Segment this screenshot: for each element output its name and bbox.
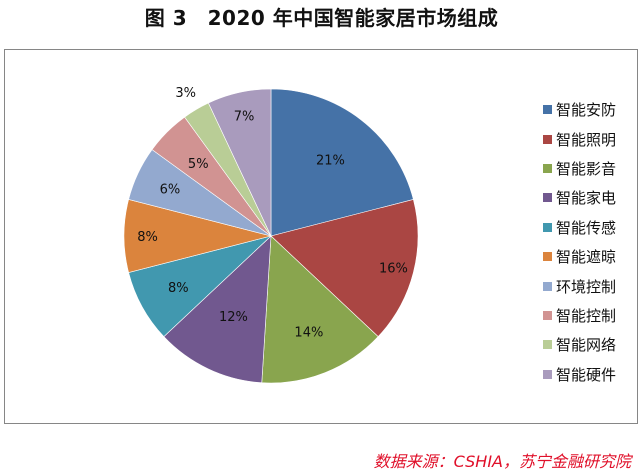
legend-label: 智能传感 (556, 218, 617, 237)
legend-swatch (543, 252, 552, 262)
legend-swatch (543, 163, 552, 173)
legend-swatch (543, 340, 552, 350)
legend-swatch (543, 193, 552, 203)
legend-label: 智能照明 (556, 130, 617, 149)
slice-label: 21% (316, 153, 345, 168)
legend-item: 环境控制 (543, 271, 616, 300)
legend-label: 智能安防 (556, 101, 617, 120)
legend: 智能安防 智能照明 智能影音 智能家电 智能传感 智能遮晾 环境控制 智能控制 … (543, 95, 616, 389)
legend-item: 智能照明 (543, 124, 616, 153)
legend-label: 环境控制 (556, 277, 617, 296)
slice-label: 8% (137, 230, 158, 245)
legend-item: 智能家电 (543, 183, 616, 212)
pie-slice (261, 235, 379, 384)
pie-slice (270, 199, 419, 338)
legend-item: 智能硬件 (543, 360, 616, 389)
legend-item: 智能网络 (543, 330, 616, 359)
pie-slice (163, 235, 272, 384)
legend-swatch (543, 369, 552, 379)
slice-label: 14% (294, 326, 323, 341)
legend-item: 智能遮晾 (543, 242, 616, 271)
legend-label: 智能遮晾 (556, 248, 617, 267)
legend-item: 智能控制 (543, 301, 616, 330)
legend-item: 智能安防 (543, 95, 616, 124)
legend-swatch (543, 222, 552, 232)
pie-slice (208, 88, 272, 237)
legend-swatch (543, 310, 552, 320)
slice-label: 12% (219, 310, 248, 325)
pie-slice (270, 88, 414, 237)
legend-item: 智能传感 (543, 213, 616, 242)
legend-label: 智能家电 (556, 189, 617, 208)
pie-slices (123, 88, 419, 384)
legend-item: 智能影音 (543, 154, 616, 183)
legend-swatch (543, 105, 552, 115)
legend-swatch (543, 134, 552, 144)
legend-swatch (543, 281, 552, 291)
legend-label: 智能影音 (556, 159, 617, 178)
data-source-note: 数据来源：CSHIA，苏宁金融研究院 (373, 452, 631, 471)
slice-label: 6% (160, 182, 181, 197)
legend-label: 智能硬件 (556, 365, 617, 384)
slice-label: 16% (379, 261, 408, 276)
slice-label: 3% (175, 86, 196, 101)
chart-title: 图 3 2020 年中国智能家居市场组成 (144, 6, 499, 30)
legend-label: 智能控制 (556, 306, 617, 325)
slice-label: 7% (234, 109, 255, 124)
pie-labels: 21% 16% 14% 12% 8% 8% 6% 5% 3% 7% (137, 86, 408, 341)
legend-label: 智能网络 (556, 336, 617, 355)
slice-label: 8% (168, 281, 189, 296)
slice-label: 5% (188, 157, 209, 172)
